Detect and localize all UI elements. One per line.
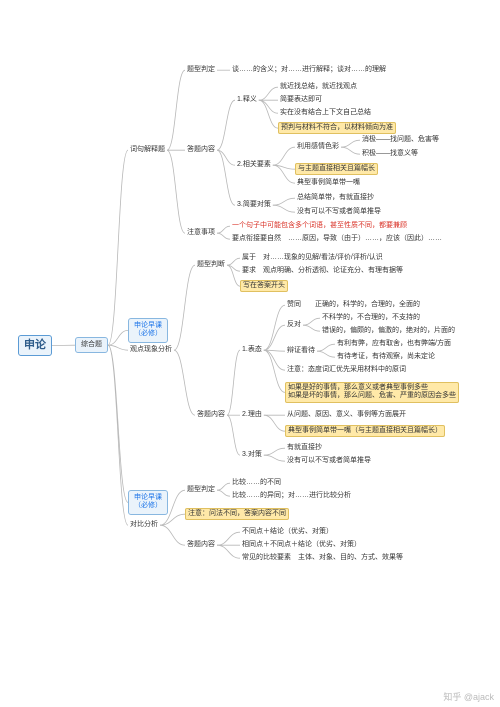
node-b221: 从问题、原因、意义、事例等方面展开	[285, 410, 408, 420]
node-b2121: 不科学的，不合理的，不支持的	[320, 313, 422, 323]
node-root: 申论	[18, 335, 52, 356]
edge-a22-a221	[273, 147, 295, 165]
node-b: 观点现象分析	[128, 345, 174, 355]
edge-a23-a231	[273, 198, 295, 205]
edge-a21-a213	[259, 100, 278, 113]
node-a1: 题型判定	[185, 65, 217, 75]
node-a223: 典型事例简单带一嘴	[295, 178, 362, 188]
node-a222: 与主题直接相关且篇幅长	[295, 163, 378, 175]
node-b2132: 有待考证，有待观察，尚未定论	[335, 352, 437, 362]
node-c33: 常见的比较要素 主体、对象、目的、方式、效果等	[240, 553, 405, 563]
edge-c1-c12	[217, 490, 230, 496]
node-b1: 题型判断	[195, 260, 227, 270]
edge-zh-b	[108, 345, 128, 350]
node-b13: 写在答案开头	[240, 280, 288, 292]
edge-zh-tag2	[108, 345, 128, 502]
node-a31: 一个句子中可能包含多个词语，甚至性质不同，都要兼顾	[230, 221, 409, 231]
node-c3: 答题内容	[185, 540, 217, 550]
node-tag2: 申论早课（必修）	[128, 490, 168, 515]
node-a221: 利用感情色彩	[295, 142, 341, 152]
node-c2: 注意：问法不同，答案内容不同	[185, 508, 289, 520]
node-b231: 有就直接抄	[285, 443, 324, 453]
node-c32: 相同点＋不同点＋结论（优劣、对策）	[240, 540, 363, 550]
edge-b212-b2121	[303, 318, 320, 325]
node-c: 对比分析	[128, 520, 160, 530]
node-b222: 典型事例简单带一嘴（与主题直接相关且篇幅长）	[285, 425, 445, 437]
edge-a22-a223	[273, 165, 295, 183]
node-a211: 就近找总结，就近找观点	[278, 82, 359, 92]
node-b2122: 错误的，偏颇的，偏激的，绝对的，片面的	[320, 326, 457, 336]
edge-a3-a31	[217, 226, 230, 233]
edge-b1-b11	[227, 258, 240, 265]
edge-b2-b23	[227, 415, 240, 455]
edge-c3-c31	[217, 532, 240, 545]
node-a32: 要点衔接要自然 ……原因，导致（由于）……，应该（因此）……	[230, 234, 444, 244]
node-b211: 赞同 正确的，科学的，合理的，全面的	[285, 300, 422, 310]
edge-b-b1	[174, 265, 195, 350]
node-a213: 实在没有结合上下文自己总结	[278, 108, 373, 118]
edge-a21-a211	[259, 87, 278, 100]
node-a212: 简要表达即可	[278, 95, 324, 105]
node-a214: 预判与材料不符合，以材料倾向为准	[278, 122, 396, 134]
node-a232: 没有可以不写或者简单推导	[295, 207, 383, 217]
node-b2: 答题内容	[195, 410, 227, 420]
node-b215: 如果是好的事情，那么意义或者典型事例多些如果是坏的事情，那么问题、危害、严重的原…	[285, 382, 459, 403]
edge-b2-b21	[227, 350, 240, 415]
edge-b23-b232	[264, 455, 285, 461]
node-zh: 综合题	[75, 337, 108, 353]
edge-zh-c	[108, 345, 128, 525]
edge-a221-a2211	[341, 140, 360, 147]
edge-b213-b2131	[317, 344, 335, 351]
node-a2211: 消极——找问题、危害等	[360, 135, 441, 145]
edge-b21-b215	[264, 350, 285, 392]
edge-zh-a	[108, 150, 128, 345]
node-a3: 注意事项	[185, 228, 217, 238]
node-b12: 要求 观点明确、分析透彻、论证充分、有理有据等	[240, 266, 405, 276]
edge-a3-a32	[217, 233, 230, 239]
edge-c-c3	[160, 525, 185, 545]
node-b22: 2.理由	[240, 410, 264, 420]
node-a: 词句解释题	[128, 145, 167, 155]
edge-b23-b231	[264, 448, 285, 455]
node-c12: 比较……的异同；对……进行比较分析	[230, 491, 353, 501]
node-b23: 3.对策	[240, 450, 264, 460]
edge-b-b2	[174, 350, 195, 415]
node-a2: 答题内容	[185, 145, 217, 155]
edge-b21-b214	[264, 350, 285, 370]
node-c1: 题型判定	[185, 485, 217, 495]
node-c31: 不同点＋结论（优劣、对策）	[240, 527, 335, 537]
node-a21: 1.释义	[235, 95, 259, 105]
node-a22: 2.相关要素	[235, 160, 273, 170]
node-b214: 注意：态度词汇优先采用材料中的原词	[285, 365, 408, 375]
edge-a2-a21	[217, 100, 235, 150]
node-b212: 反对	[285, 320, 303, 330]
node-a23: 3.简要对策	[235, 200, 273, 210]
edge-a-a3	[167, 150, 185, 233]
edge-a23-a232	[273, 205, 295, 212]
node-a231: 总结简单带，有就直接抄	[295, 193, 376, 203]
edge-c1-c11	[217, 483, 230, 490]
node-c11: 比较……的不同	[230, 478, 283, 488]
edge-a21-a214	[259, 100, 278, 128]
node-tag1: 申论早课（必修）	[128, 318, 168, 343]
node-b11: 属于 对……现象的见解/看法/评价/评析/认识	[240, 253, 385, 263]
edge-b213-b2132	[317, 351, 335, 357]
node-b232: 没有可以不写或者简单推导	[285, 456, 373, 466]
node-b21: 1.表态	[240, 345, 264, 355]
edge-c3-c33	[217, 545, 240, 558]
edge-b21-b211	[264, 305, 285, 350]
edge-a221-a2212	[341, 147, 360, 154]
edge-b22-b222	[264, 415, 285, 431]
node-a1t: 谈……的含义；对……进行解释；谈对……的理解	[230, 65, 388, 75]
watermark: 知乎 @ajack	[443, 690, 494, 703]
node-b2131: 有利有弊，应有取舍，也有弊端/方面	[335, 339, 453, 349]
edge-b212-b2122	[303, 325, 320, 331]
node-b213: 辩证看待	[285, 346, 317, 356]
edge-a-a1	[167, 70, 185, 150]
node-a2212: 积极——找意义等	[360, 149, 420, 159]
